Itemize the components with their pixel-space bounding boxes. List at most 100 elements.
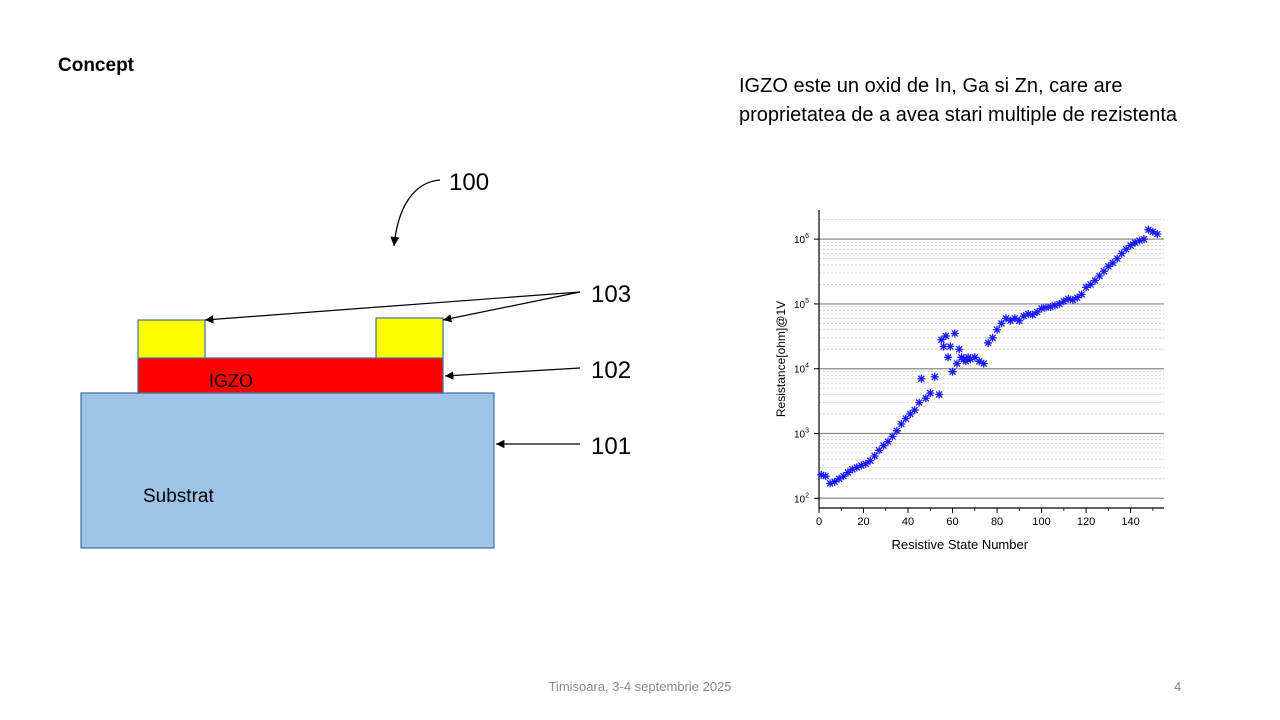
slide-title: Concept [58,55,134,76]
x-tick-label: 20 [857,516,869,528]
x-tick-label: 0 [816,516,822,528]
data-point [1033,308,1042,317]
data-point [848,465,857,474]
data-point [937,335,946,344]
data-point [870,451,879,460]
data-point [1104,262,1113,271]
data-point [1086,280,1095,289]
data-point [1122,245,1131,254]
data-point [1095,271,1104,280]
data-point [1073,293,1082,302]
ref-103-label: 103 [591,281,631,308]
y-tick-label: 104 [794,363,809,376]
data-point [852,463,861,472]
data-point [953,359,961,368]
data-point [1131,238,1140,247]
data-point [975,357,984,366]
data-point [1006,316,1015,325]
data-point [1015,316,1024,325]
y-tick-label: 102 [794,492,809,505]
data-point [861,459,870,468]
data-point [821,472,830,481]
data-point [926,389,935,398]
data-point [930,372,939,381]
data-point [917,374,926,383]
data-point [857,461,866,470]
data-point [988,333,997,342]
x-tick-label: 120 [1077,516,1095,528]
data-point [915,398,924,407]
data-point [888,432,897,441]
electrode-left [137,319,206,359]
x-tick-label: 60 [946,516,958,528]
data-point [944,353,953,362]
data-point [1148,227,1157,236]
data-point [1042,303,1051,312]
ref-101-label: 101 [591,433,631,460]
data-point [1059,297,1068,306]
description-line-1: IGZO este un oxid de In, Ga si Zn, care … [739,75,1123,97]
y-tick-label: 106 [794,233,809,246]
footer-text: Timisoara, 3-4 septembrie 2025 [548,679,732,694]
data-point [1099,267,1108,276]
data-point [1108,258,1117,267]
x-tick-label: 80 [991,516,1003,528]
data-point [839,472,848,481]
igzo-label: IGZO [209,371,253,391]
data-point [935,390,944,399]
data-point [997,319,1006,328]
data-point [941,331,950,340]
data-point [879,441,888,450]
data-point [1001,314,1010,323]
substrate-label: Substrat [143,486,214,507]
electrode-right [375,317,444,359]
data-point [826,479,835,488]
data-point [835,474,844,483]
data-point [950,329,959,338]
resistance-chart: 0 20 40 60 80 100 120 140 102 103 104 105 106 Resisti… [774,210,1164,552]
data-point [906,409,915,418]
arrow-103-left [204,291,581,324]
description: IGZO este un oxid de In, Ga si Zn, care … [739,72,1259,130]
data-point [1046,302,1055,311]
data-point [1113,254,1122,263]
data-point [1126,241,1135,250]
data-point [884,437,892,446]
data-point [1091,276,1099,285]
ref-102-label: 102 [591,357,631,384]
data-point [961,357,970,366]
data-point [1135,236,1144,245]
data-point [1064,294,1073,303]
data-point [817,470,826,479]
data-point [921,394,930,403]
data-point [1144,225,1153,234]
data-point [1068,296,1077,305]
y-tick-label: 105 [794,298,809,311]
data-point [993,325,1002,334]
data-point [1055,299,1064,308]
data-point [866,456,875,465]
x-axis-label: Resistive State Number [892,537,1029,552]
page-number: 4 [1174,679,1182,694]
data-point [970,353,979,362]
data-point [1037,304,1046,313]
data-point [1050,301,1059,310]
data-point [955,345,964,354]
y-tick-label: 103 [794,428,809,441]
data-point [1024,309,1033,318]
data-point [910,406,919,415]
data-point [946,342,955,351]
data-point [1139,235,1148,244]
data-point [1010,314,1019,323]
data-point [875,446,884,455]
igzo-layer [137,357,444,394]
data-point [901,414,910,423]
arrow-102 [444,367,581,380]
arrow-103-right [442,291,581,323]
x-tick-label: 100 [1032,516,1050,528]
data-point [843,468,852,477]
data-point [1077,290,1086,299]
x-tick-label: 140 [1121,516,1139,528]
ref-100-label: 100 [449,169,489,196]
arrow-100 [390,179,441,247]
